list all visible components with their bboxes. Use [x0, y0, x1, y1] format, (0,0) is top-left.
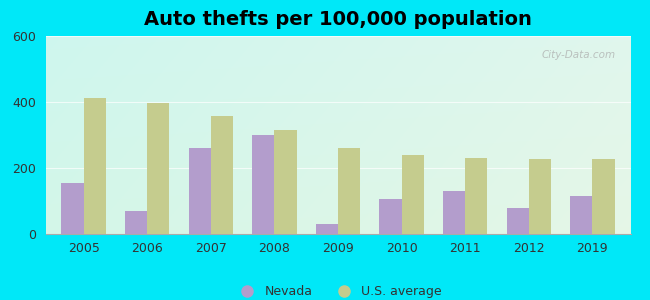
Bar	[125, 211, 148, 234]
Bar	[148, 103, 170, 234]
Bar	[506, 208, 528, 234]
Bar	[211, 116, 233, 234]
Text: City-Data.com: City-Data.com	[541, 50, 616, 60]
Bar	[252, 135, 274, 234]
Bar	[570, 196, 592, 234]
Bar	[188, 148, 211, 234]
Bar	[338, 148, 360, 234]
Bar	[528, 159, 551, 234]
Bar	[443, 191, 465, 234]
Bar	[465, 158, 488, 234]
Title: Auto thefts per 100,000 population: Auto thefts per 100,000 population	[144, 10, 532, 29]
Bar	[380, 200, 402, 234]
Bar	[402, 155, 424, 234]
Bar	[274, 130, 296, 234]
Legend: Nevada, U.S. average: Nevada, U.S. average	[229, 280, 447, 300]
Bar	[592, 159, 615, 234]
Bar	[84, 98, 106, 234]
Bar	[316, 224, 338, 234]
Bar	[61, 183, 84, 234]
